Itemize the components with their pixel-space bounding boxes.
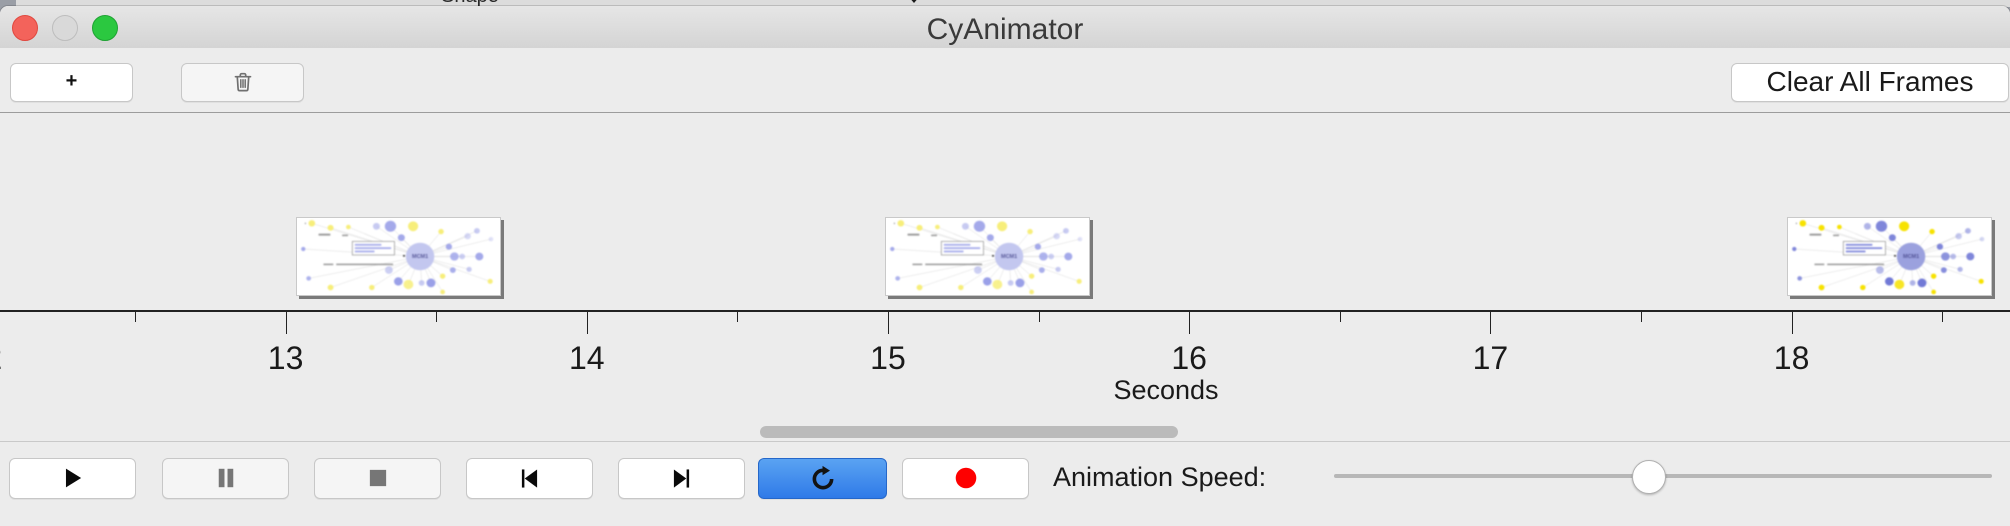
svg-text:MCM1: MCM1: [412, 254, 428, 260]
svg-text:MCM1: MCM1: [1903, 254, 1919, 260]
svg-text:MCM1: MCM1: [1001, 254, 1017, 260]
